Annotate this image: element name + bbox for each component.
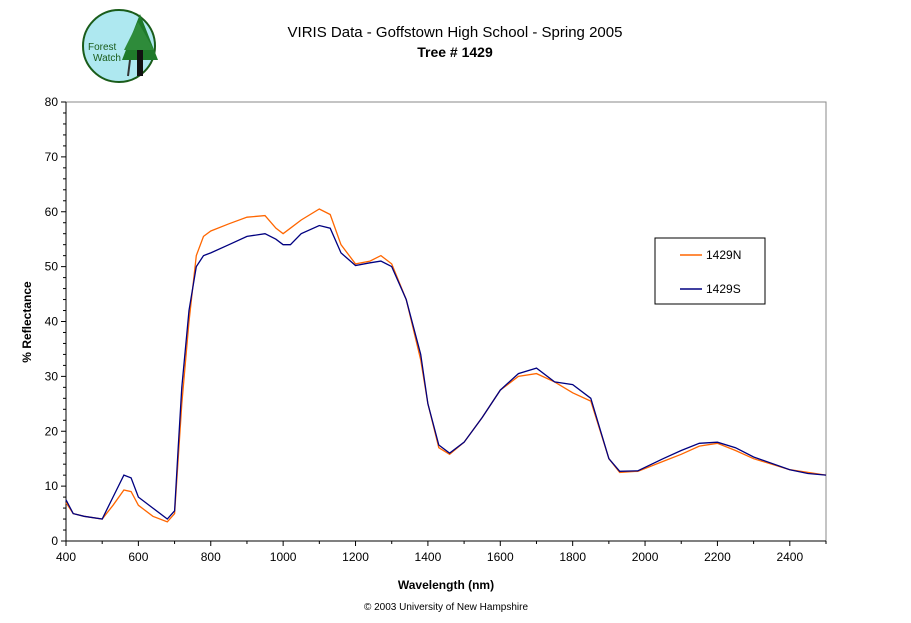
x-tick-label: 1800 (559, 550, 586, 564)
y-tick-label: 80 (45, 95, 59, 109)
y-tick-label: 40 (45, 315, 59, 329)
copyright: © 2003 University of New Hampshire (364, 602, 529, 613)
y-tick-label: 30 (45, 369, 59, 383)
x-tick-label: 400 (56, 550, 76, 564)
x-tick-label: 1200 (342, 550, 369, 564)
x-tick-label: 1600 (487, 550, 514, 564)
x-tick-label: 1400 (415, 550, 442, 564)
y-tick-label: 0 (51, 534, 58, 548)
series-line-1429s (65, 224, 827, 520)
x-tick-label: 2400 (776, 550, 803, 564)
y-tick-label: 20 (45, 424, 59, 438)
x-tick-label: 2000 (632, 550, 659, 564)
forest-watch-logo: Forest Watch (82, 9, 158, 83)
legend-label-1429n: 1429N (706, 248, 741, 262)
chart-title: VIRIS Data - Goffstown High School - Spr… (288, 24, 623, 41)
legend: 1429N 1429S (654, 237, 766, 305)
x-tick-label: 2200 (704, 550, 731, 564)
x-tick-label: 600 (128, 550, 148, 564)
y-tick-label: 10 (45, 479, 59, 493)
y-tick-label: 50 (45, 260, 59, 274)
y-axis-label: % Reflectance (20, 281, 34, 363)
y-tick-label: 70 (45, 150, 59, 164)
x-tick-label: 800 (201, 550, 221, 564)
chart-subtitle: Tree # 1429 (417, 44, 493, 60)
plot-area (65, 101, 827, 542)
x-tick-label: 1000 (270, 550, 297, 564)
legend-label-1429s: 1429S (706, 282, 741, 296)
svg-text:Watch: Watch (93, 53, 121, 64)
x-axis-label: Wavelength (nm) (398, 578, 494, 592)
logo-text: Forest (88, 42, 117, 53)
y-tick-label: 60 (45, 205, 59, 219)
